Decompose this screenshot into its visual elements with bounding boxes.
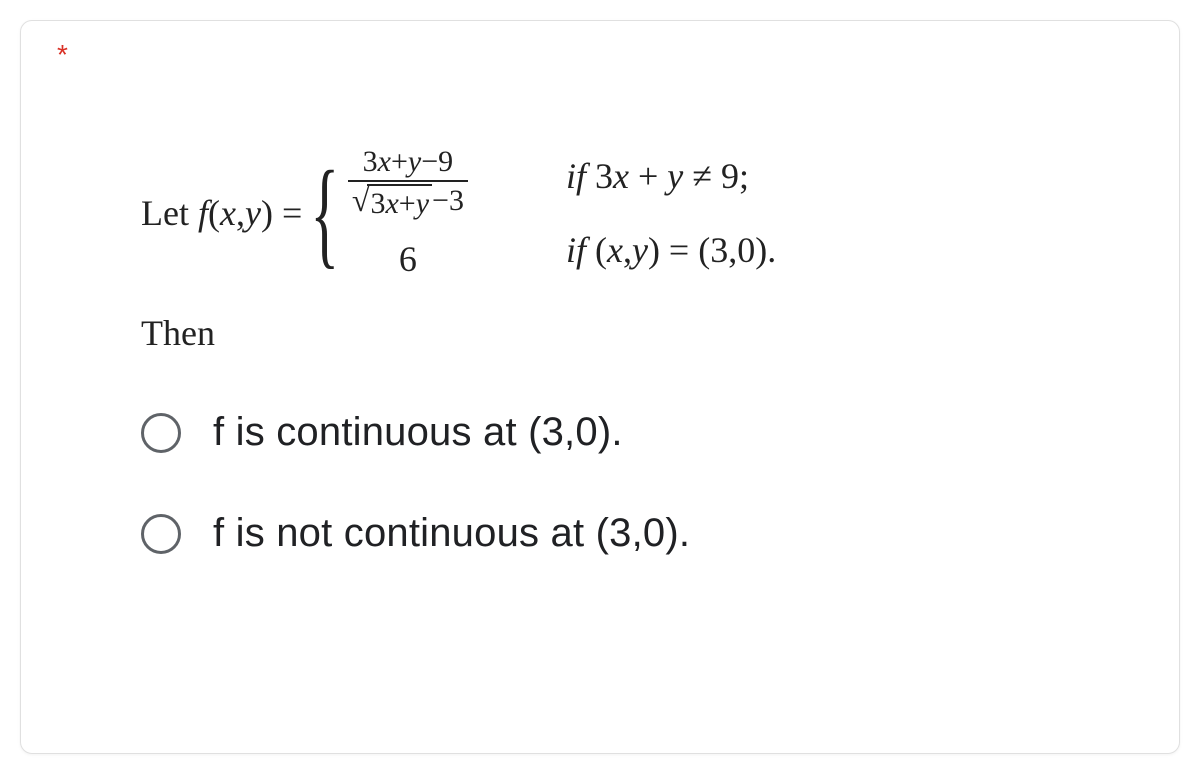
den-tail: −3	[432, 184, 464, 217]
cond1-3: 3	[595, 156, 613, 196]
if-2: if	[566, 230, 595, 270]
cond2-x: x	[607, 230, 623, 270]
sqrt-expression: √ 3x+y	[352, 184, 432, 222]
required-asterisk: *	[57, 39, 68, 71]
if-1: if	[566, 156, 595, 196]
let-text: Let	[141, 193, 198, 233]
cond2-close: ) = (3,0).	[648, 230, 776, 270]
question-body: Let f(x,y) = { 3x+y−9 √ 3x+y −3 6	[61, 145, 1139, 556]
paren-close: )	[261, 193, 273, 233]
conditions-column: if 3x + y ≠ 9; if (x,y) = (3,0).	[566, 155, 776, 271]
case-2-value: 6	[399, 238, 417, 280]
condition-2: if (x,y) = (3,0).	[566, 229, 776, 271]
option-label: f is continuous at (3,0).	[213, 410, 623, 455]
radicand: 3x+y	[367, 184, 432, 222]
option-row[interactable]: f is continuous at (3,0).	[141, 410, 1139, 455]
paren-open: (	[208, 193, 220, 233]
radio-icon[interactable]	[141, 413, 181, 453]
func-name: f	[198, 193, 208, 233]
equals: =	[273, 193, 302, 233]
option-row[interactable]: f is not continuous at (3,0).	[141, 511, 1139, 556]
case-1-fraction: 3x+y−9 √ 3x+y −3	[348, 145, 468, 222]
radio-icon[interactable]	[141, 514, 181, 554]
cond2-open: (	[595, 230, 607, 270]
fraction-denominator: √ 3x+y −3	[348, 180, 468, 222]
piecewise-equation: Let f(x,y) = { 3x+y−9 √ 3x+y −3 6	[141, 145, 1139, 280]
var-y: y	[245, 193, 261, 233]
cases-column: 3x+y−9 √ 3x+y −3 6	[348, 145, 468, 280]
then-text: Then	[141, 312, 1139, 354]
cond2-comma: ,	[623, 230, 632, 270]
answer-options: f is continuous at (3,0). f is not conti…	[141, 410, 1139, 556]
option-label: f is not continuous at (3,0).	[213, 511, 690, 556]
left-brace: {	[311, 165, 340, 261]
fraction-numerator: 3x+y−9	[359, 145, 458, 180]
comma: ,	[236, 193, 245, 233]
condition-1: if 3x + y ≠ 9;	[566, 155, 776, 197]
cond2-y: y	[632, 230, 648, 270]
question-card: * Let f(x,y) = { 3x+y−9 √ 3x+y −3	[20, 20, 1180, 754]
var-x: x	[220, 193, 236, 233]
equation-lhs: Let f(x,y) =	[141, 192, 302, 234]
